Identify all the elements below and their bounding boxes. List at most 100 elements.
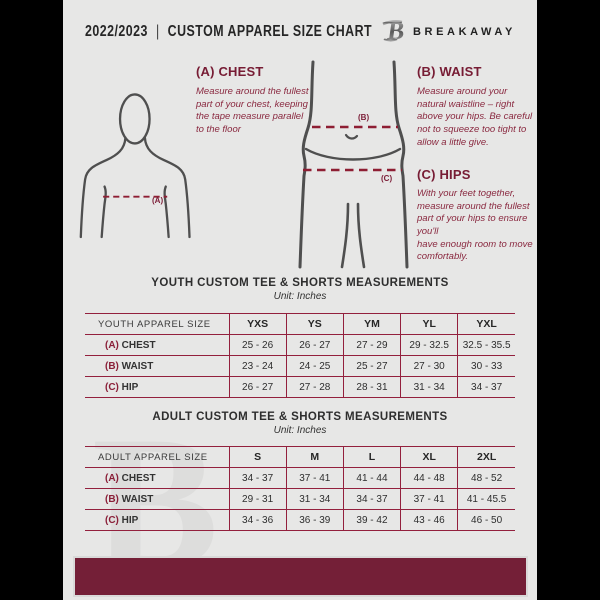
adult-size-xl: XL: [400, 446, 459, 468]
youth-size-ym: YM: [343, 313, 402, 335]
adult-waist-label: (B) WAIST: [85, 488, 230, 510]
youth-hip-ym: 28 - 31: [343, 376, 402, 398]
row-label: CHEST: [121, 472, 156, 484]
row-key: (A): [105, 339, 119, 351]
hips-description: With your feet together, measure around …: [417, 188, 533, 263]
figure-waist-label: (B): [358, 113, 370, 122]
row-key: (A): [105, 472, 119, 484]
adult-size-2xl: 2XL: [457, 446, 515, 468]
youth-waist-ym: 25 - 27: [343, 355, 402, 377]
youth-table-unit: Unit: Inches: [273, 291, 327, 302]
youth-chest-ym: 27 - 29: [343, 334, 402, 356]
lower-body-figure: [298, 60, 409, 269]
row-key: (B): [105, 493, 119, 505]
chest-description: Measure around the fullest part of your …: [196, 86, 309, 135]
figure-chest-label: (A): [152, 196, 164, 205]
adult-chest-2xl: 48 - 52: [457, 467, 515, 489]
title-text: CUSTOM APPAREL SIZE CHART: [167, 23, 373, 40]
adult-chest-s: 34 - 37: [229, 467, 287, 489]
hips-name: HIPS: [439, 167, 471, 182]
adult-hip-label: (C) HIP: [85, 509, 230, 531]
adult-size-table: ADULT APPAREL SIZE S M L XL 2XL (A) CHES…: [85, 446, 515, 531]
adult-hip-2xl: 46 - 50: [457, 509, 515, 531]
adult-hip-xl: 43 - 46: [400, 509, 459, 531]
youth-waist-label: (B) WAIST: [85, 355, 230, 377]
letterbox-left: [0, 0, 63, 600]
adult-header-row: ADULT APPAREL SIZE S M L XL 2XL: [85, 446, 515, 468]
youth-hip-yxs: 26 - 27: [229, 376, 287, 398]
youth-size-yxs: YXS: [229, 313, 287, 335]
chest-heading: (A) CHEST: [196, 64, 264, 79]
youth-waist-yl: 27 - 30: [400, 355, 459, 377]
youth-chest-yxl: 32.5 - 35.5: [457, 334, 515, 356]
adult-table-unit: Unit: Inches: [273, 425, 327, 436]
youth-hip-label: (C) HIP: [85, 376, 230, 398]
youth-size-yl: YL: [400, 313, 459, 335]
waist-name: WAIST: [439, 64, 482, 79]
breakaway-logo-icon: B: [382, 18, 407, 45]
youth-chest-yxs: 25 - 26: [229, 334, 287, 356]
adult-chest-label: (A) CHEST: [85, 467, 230, 489]
title-separator: |: [155, 23, 160, 40]
adult-chest-xl: 44 - 48: [400, 467, 459, 489]
chest-name: CHEST: [218, 64, 264, 79]
adult-waist-s: 29 - 31: [229, 488, 287, 510]
youth-hip-yl: 31 - 34: [400, 376, 459, 398]
adult-chest-m: 37 - 41: [286, 467, 344, 489]
youth-chest-yl: 29 - 32.5: [400, 334, 459, 356]
youth-size-ys: YS: [286, 313, 344, 335]
footer-accent-bar: [73, 556, 528, 597]
waist-key: (B): [417, 64, 436, 79]
brand-name: BREAKAWAY: [413, 26, 516, 38]
page-title: 2022/2023 | CUSTOM APPAREL SIZE CHART: [85, 23, 372, 41]
adult-size-s: S: [229, 446, 287, 468]
chest-key: (A): [196, 64, 215, 79]
row-label: WAIST: [121, 360, 154, 372]
table-row: (A) CHEST 25 - 26 26 - 27 27 - 29 29 - 3…: [85, 334, 515, 356]
youth-waist-yxs: 23 - 24: [229, 355, 287, 377]
title-year: 2022/2023: [85, 23, 148, 40]
youth-size-yxl: YXL: [457, 313, 515, 335]
row-label: WAIST: [121, 493, 154, 505]
upper-body-figure: [79, 93, 191, 239]
youth-header-row: YOUTH APPAREL SIZE YXS YS YM YL YXL: [85, 313, 515, 335]
youth-waist-ys: 24 - 25: [286, 355, 344, 377]
row-label: HIP: [121, 514, 139, 526]
svg-text:B: B: [386, 18, 407, 45]
figure-hips-label: (C): [381, 174, 393, 183]
youth-chest-label: (A) CHEST: [85, 334, 230, 356]
adult-hip-s: 34 - 36: [229, 509, 287, 531]
table-row: (B) WAIST 23 - 24 24 - 25 25 - 27 27 - 3…: [85, 355, 515, 377]
table-row: (A) CHEST 34 - 37 37 - 41 41 - 44 44 - 4…: [85, 467, 515, 489]
hips-key: (C): [417, 167, 436, 182]
adult-table-title: ADULT CUSTOM TEE & SHORTS MEASUREMENTS: [152, 411, 448, 423]
adult-hip-l: 39 - 42: [343, 509, 402, 531]
row-key: (C): [105, 381, 119, 393]
hips-heading: (C) HIPS: [417, 167, 471, 182]
table-row: (B) WAIST 29 - 31 31 - 34 34 - 37 37 - 4…: [85, 488, 515, 510]
row-key: (C): [105, 514, 119, 526]
adult-waist-2xl: 41 - 45.5: [457, 488, 515, 510]
row-label: HIP: [121, 381, 139, 393]
youth-size-col-header: YOUTH APPAREL SIZE: [85, 313, 230, 335]
adult-waist-l: 34 - 37: [343, 488, 402, 510]
row-label: CHEST: [121, 339, 156, 351]
adult-waist-xl: 37 - 41: [400, 488, 459, 510]
youth-chest-ys: 26 - 27: [286, 334, 344, 356]
adult-size-m: M: [286, 446, 344, 468]
waist-description: Measure around your natural waistline – …: [417, 86, 533, 148]
adult-size-col-header: ADULT APPAREL SIZE: [85, 446, 230, 468]
table-row: (C) HIP 34 - 36 36 - 39 39 - 42 43 - 46 …: [85, 509, 515, 531]
youth-table-title: YOUTH CUSTOM TEE & SHORTS MEASUREMENTS: [151, 277, 449, 289]
adult-size-l: L: [343, 446, 402, 468]
youth-size-table: YOUTH APPAREL SIZE YXS YS YM YL YXL (A) …: [85, 313, 515, 398]
youth-waist-yxl: 30 - 33: [457, 355, 515, 377]
adult-chest-l: 41 - 44: [343, 467, 402, 489]
youth-hip-ys: 27 - 28: [286, 376, 344, 398]
waist-heading: (B) WAIST: [417, 64, 482, 79]
adult-waist-m: 31 - 34: [286, 488, 344, 510]
adult-hip-m: 36 - 39: [286, 509, 344, 531]
letterbox-right: [537, 0, 600, 600]
table-row: (C) HIP 26 - 27 27 - 28 28 - 31 31 - 34 …: [85, 376, 515, 398]
